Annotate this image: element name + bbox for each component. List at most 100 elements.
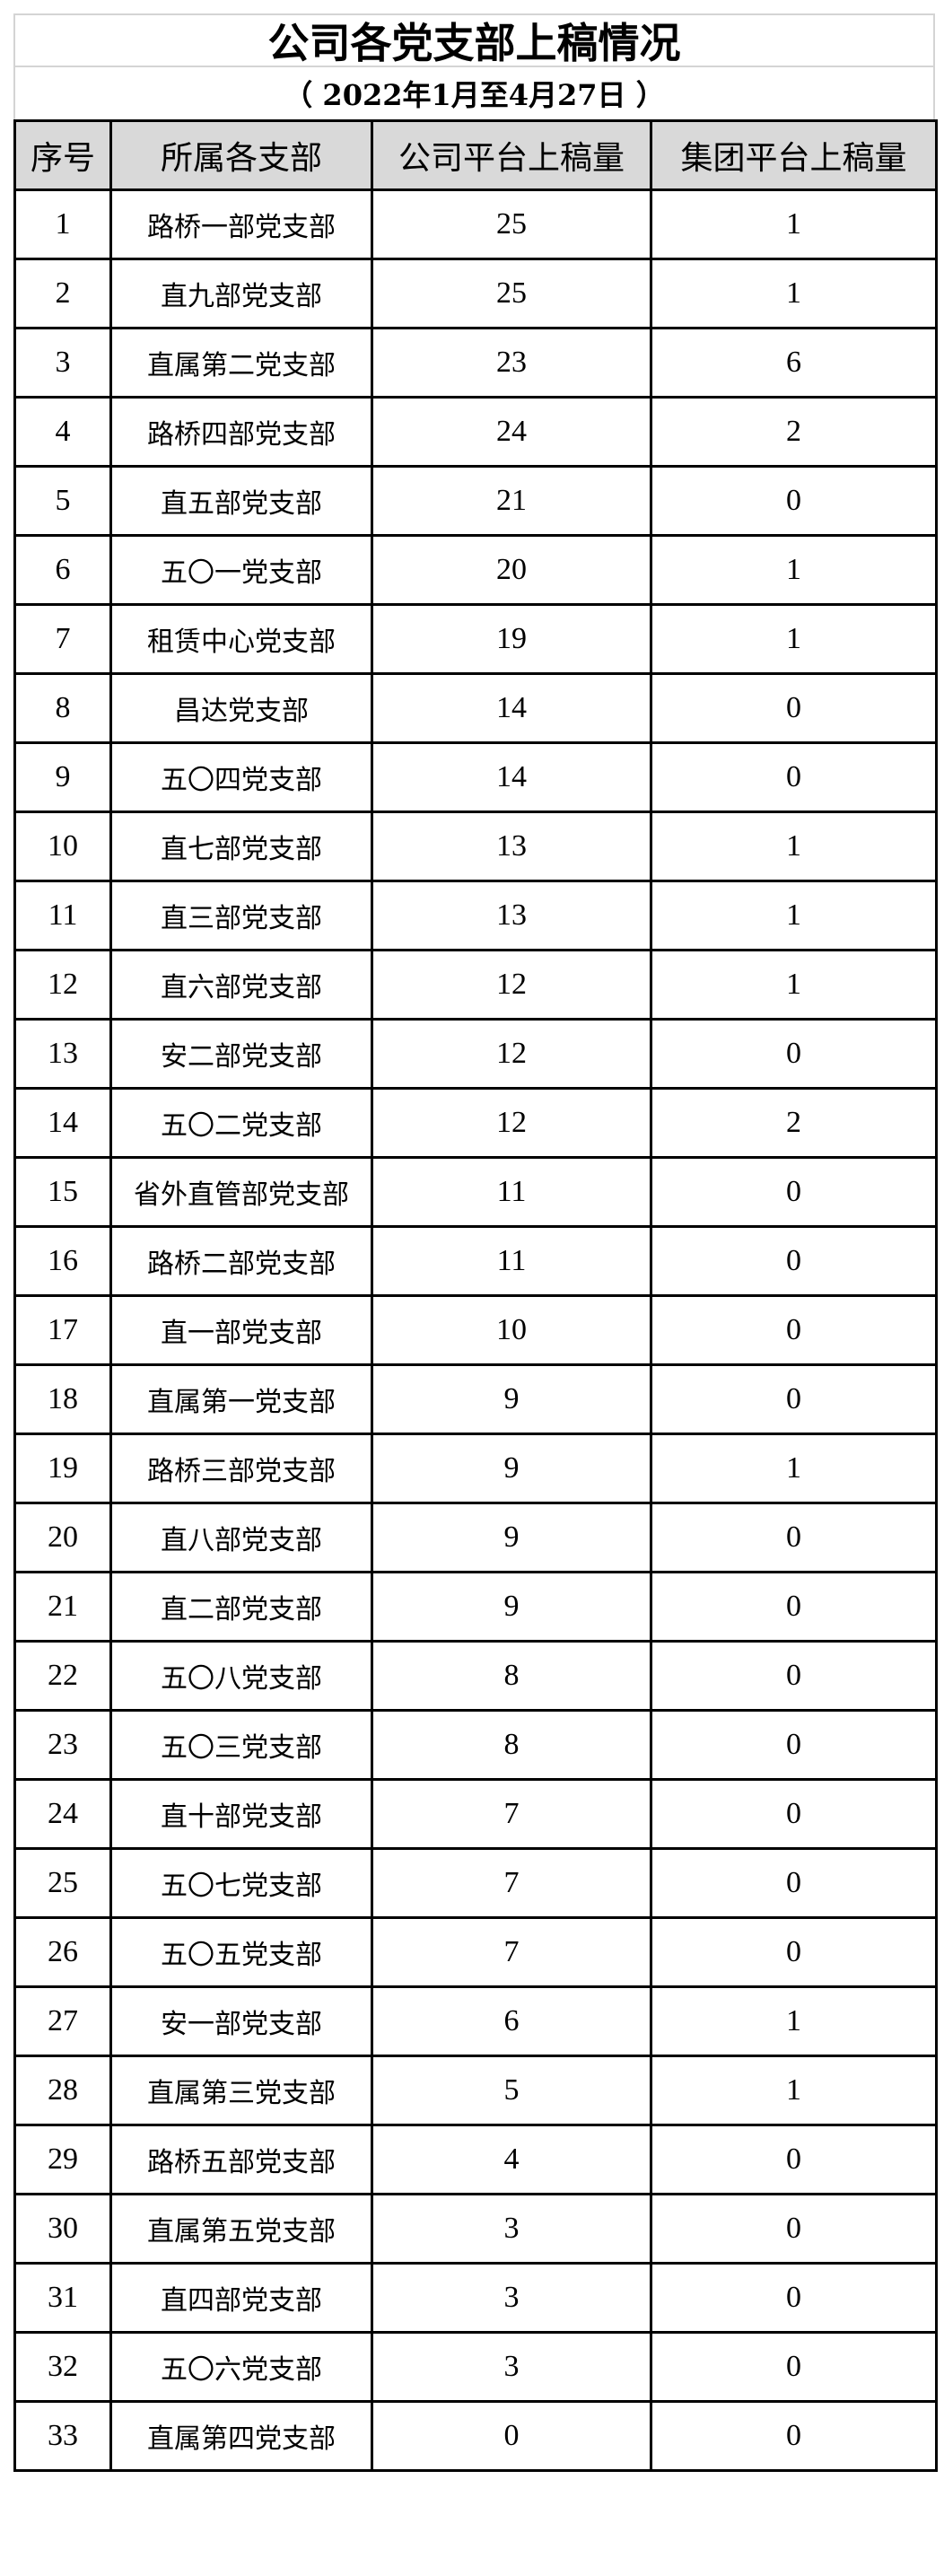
header-company-platform: 公司平台上稿量 — [371, 119, 652, 191]
row-index: 18 — [13, 1363, 112, 1435]
row-index: 25 — [13, 1847, 112, 1919]
company-platform-count: 9 — [371, 1363, 652, 1435]
row-index: 14 — [13, 1087, 112, 1159]
branch-name: 路桥四部党支部 — [109, 396, 373, 468]
header-row: 序号 所属各支部 公司平台上稿量 集团平台上稿量 — [13, 119, 938, 191]
group-platform-count: 0 — [650, 1363, 938, 1435]
company-platform-count: 8 — [371, 1640, 652, 1712]
branch-name: 直七部党支部 — [109, 810, 373, 882]
group-platform-count: 6 — [650, 327, 938, 399]
branch-name: 路桥一部党支部 — [109, 188, 373, 260]
company-platform-count: 12 — [371, 1087, 652, 1159]
company-platform-count: 9 — [371, 1571, 652, 1643]
row-index: 8 — [13, 672, 112, 744]
group-platform-count: 0 — [650, 1018, 938, 1090]
table-row: 13 安二部党支部 12 0 — [13, 1018, 938, 1090]
company-platform-count: 12 — [371, 1018, 652, 1090]
branch-name: 安一部党支部 — [109, 1985, 373, 2057]
header-group-platform: 集团平台上稿量 — [650, 119, 938, 191]
row-index: 12 — [13, 949, 112, 1021]
group-platform-count: 0 — [650, 1916, 938, 1988]
group-platform-count: 0 — [650, 1156, 938, 1228]
company-platform-count: 25 — [371, 258, 652, 329]
branch-name: 直属第三党支部 — [109, 2055, 373, 2126]
report-sheet: 公司各党支部上稿情况 （ 2022年1月至4月27日 ） 序号 所属各支部 公司… — [13, 13, 938, 2472]
group-platform-count: 0 — [650, 2262, 938, 2334]
branch-name: 直八部党支部 — [109, 1502, 373, 1573]
row-index: 26 — [13, 1916, 112, 1988]
group-platform-count: 0 — [650, 1502, 938, 1573]
table-row: 26 五〇五党支部 7 0 — [13, 1916, 938, 1988]
table-row: 21 直二部党支部 9 0 — [13, 1571, 938, 1643]
company-platform-count: 5 — [371, 2055, 652, 2126]
table-row: 23 五〇三党支部 8 0 — [13, 1709, 938, 1781]
table-row: 33 直属第四党支部 0 0 — [13, 2400, 938, 2472]
branch-name: 直属第二党支部 — [109, 327, 373, 399]
table-row: 27 安一部党支部 6 1 — [13, 1985, 938, 2057]
group-platform-count: 0 — [650, 1778, 938, 1850]
group-platform-count: 1 — [650, 880, 938, 951]
branch-name: 路桥二部党支部 — [109, 1225, 373, 1297]
header-index: 序号 — [13, 119, 112, 191]
company-platform-count: 4 — [371, 2124, 652, 2195]
row-index: 33 — [13, 2400, 112, 2472]
company-platform-count: 25 — [371, 188, 652, 260]
row-index: 29 — [13, 2124, 112, 2195]
branch-name: 五〇七党支部 — [109, 1847, 373, 1919]
table-row: 29 路桥五部党支部 4 0 — [13, 2124, 938, 2195]
row-index: 3 — [13, 327, 112, 399]
table-row: 1 路桥一部党支部 25 1 — [13, 188, 938, 260]
group-platform-count: 0 — [650, 2400, 938, 2472]
table-row: 8 昌达党支部 14 0 — [13, 672, 938, 744]
branch-name: 直九部党支部 — [109, 258, 373, 329]
row-index: 15 — [13, 1156, 112, 1228]
group-platform-count: 0 — [650, 741, 938, 813]
group-platform-count: 0 — [650, 1294, 938, 1366]
branch-name: 五〇二党支部 — [109, 1087, 373, 1159]
table-row: 7 租赁中心党支部 19 1 — [13, 603, 938, 675]
row-index: 17 — [13, 1294, 112, 1366]
row-index: 31 — [13, 2262, 112, 2334]
company-platform-count: 13 — [371, 880, 652, 951]
row-index: 32 — [13, 2331, 112, 2403]
row-index: 6 — [13, 534, 112, 606]
row-index: 11 — [13, 880, 112, 951]
row-index: 1 — [13, 188, 112, 260]
table-row: 12 直六部党支部 12 1 — [13, 949, 938, 1021]
group-platform-count: 0 — [650, 1709, 938, 1781]
company-platform-count: 19 — [371, 603, 652, 675]
submission-table: 序号 所属各支部 公司平台上稿量 集团平台上稿量 1 路桥一部党支部 25 1 2 直九部… — [13, 119, 938, 2472]
table-row: 17 直一部党支部 10 0 — [13, 1294, 938, 1366]
table-row: 14 五〇二党支部 12 2 — [13, 1087, 938, 1159]
branch-name: 直二部党支部 — [109, 1571, 373, 1643]
row-index: 10 — [13, 810, 112, 882]
branch-name: 路桥三部党支部 — [109, 1433, 373, 1504]
group-platform-count: 0 — [650, 1640, 938, 1712]
group-platform-count: 1 — [650, 1985, 938, 2057]
group-platform-count: 1 — [650, 534, 938, 606]
row-index: 20 — [13, 1502, 112, 1573]
company-platform-count: 8 — [371, 1709, 652, 1781]
branch-name: 直六部党支部 — [109, 949, 373, 1021]
group-platform-count: 1 — [650, 188, 938, 260]
row-index: 27 — [13, 1985, 112, 2057]
branch-name: 五〇六党支部 — [109, 2331, 373, 2403]
branch-name: 直三部党支部 — [109, 880, 373, 951]
group-platform-count: 1 — [650, 258, 938, 329]
table-row: 22 五〇八党支部 8 0 — [13, 1640, 938, 1712]
branch-name: 直一部党支部 — [109, 1294, 373, 1366]
table-row: 20 直八部党支部 9 0 — [13, 1502, 938, 1573]
row-index: 9 — [13, 741, 112, 813]
group-platform-count: 1 — [650, 2055, 938, 2126]
branch-name: 直属第五党支部 — [109, 2193, 373, 2265]
company-platform-count: 6 — [371, 1985, 652, 2057]
branch-name: 五〇八党支部 — [109, 1640, 373, 1712]
group-platform-count: 1 — [650, 810, 938, 882]
table-row: 15 省外直管部党支部 11 0 — [13, 1156, 938, 1228]
group-platform-count: 1 — [650, 949, 938, 1021]
group-platform-count: 0 — [650, 2193, 938, 2265]
company-platform-count: 3 — [371, 2262, 652, 2334]
table-row: 32 五〇六党支部 3 0 — [13, 2331, 938, 2403]
company-platform-count: 11 — [371, 1156, 652, 1228]
company-platform-count: 3 — [371, 2331, 652, 2403]
